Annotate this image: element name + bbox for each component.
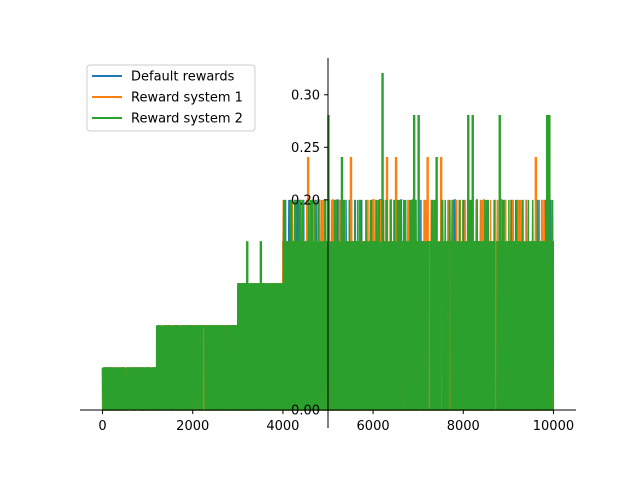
y-tick-label: 0.00 bbox=[291, 404, 320, 419]
x-tick-label: 2000 bbox=[176, 419, 209, 434]
y-tick-label: 0.20 bbox=[291, 193, 320, 208]
legend-label-reward-system-1: Reward system 1 bbox=[131, 91, 243, 106]
legend-box bbox=[86, 64, 256, 132]
axes: 0 2000 4000 6000 8000 10000 0.00 0.20 0.25 0.30 bbox=[80, 58, 576, 434]
x-tick-label: 8000 bbox=[447, 419, 480, 434]
legend: Default rewards Reward system 1 Reward s… bbox=[86, 64, 256, 132]
x-tick-label: 4000 bbox=[266, 419, 299, 434]
x-tick-label: 0 bbox=[98, 419, 106, 434]
legend-label-default-rewards: Default rewards bbox=[131, 70, 235, 85]
x-tick-label: 6000 bbox=[357, 419, 390, 434]
legend-label-reward-system-2: Reward system 2 bbox=[131, 112, 243, 127]
y-tick-label: 0.30 bbox=[291, 88, 320, 103]
x-tick-label: 10000 bbox=[533, 419, 574, 434]
y-tick-label: 0.25 bbox=[291, 141, 320, 156]
